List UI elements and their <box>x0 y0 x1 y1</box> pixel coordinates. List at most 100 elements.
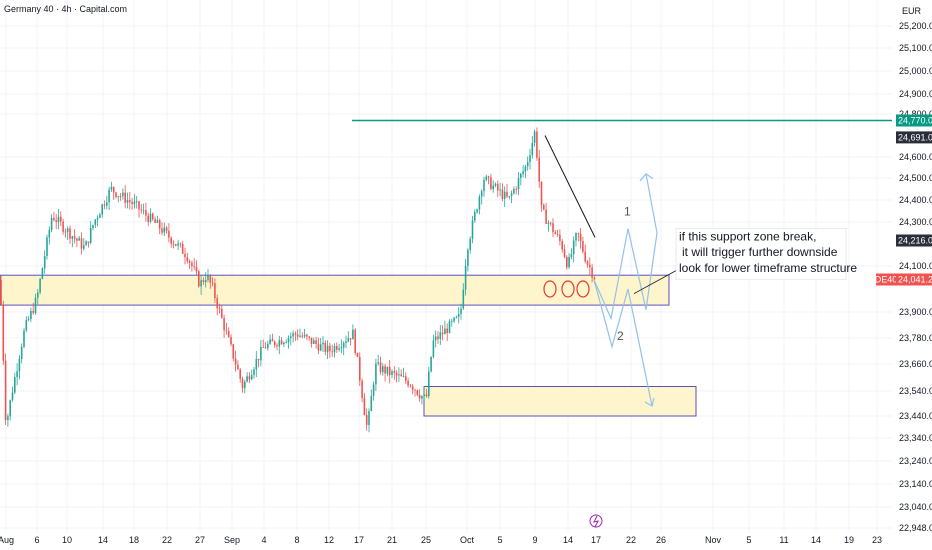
candle-body <box>110 187 113 190</box>
candle-body <box>83 245 85 249</box>
support-touch-circle[interactable] <box>543 280 557 298</box>
candle-body <box>347 338 350 342</box>
candle-body <box>71 236 74 239</box>
candle-body <box>66 228 69 232</box>
candle-body <box>591 267 593 278</box>
candle-body <box>285 342 287 343</box>
candle-body <box>237 364 239 370</box>
candle-body <box>326 345 329 352</box>
candle-body <box>563 249 566 257</box>
candle-body <box>543 205 545 210</box>
candle-body <box>41 268 44 279</box>
candle-body <box>497 183 499 191</box>
candle-body <box>382 366 384 373</box>
candle-body <box>301 335 304 337</box>
candle-body <box>319 344 322 351</box>
candle-body <box>349 338 352 340</box>
callout-box[interactable] <box>675 228 847 281</box>
candle-body <box>46 237 48 256</box>
candle-body <box>554 232 557 234</box>
candle-body <box>570 254 573 257</box>
time-tick-label: 9 <box>532 535 537 545</box>
candle-body <box>78 238 80 241</box>
time-tick-label: 14 <box>98 535 108 545</box>
candle-body <box>393 371 396 373</box>
candle-body <box>538 157 540 182</box>
time-axis[interactable]: Aug 6 10 14 18 22 27 Sep 4 8 12 17 21 25 Oct 5 9 14 17 22 26… <box>0 535 882 545</box>
price-tick-label: 25,000.0 <box>899 66 932 76</box>
candle-body <box>142 210 145 211</box>
candle-body <box>73 236 76 239</box>
candle-body <box>414 389 416 391</box>
time-tick-label: 17 <box>591 535 601 545</box>
candle-body <box>462 289 465 309</box>
candle-body <box>490 177 492 190</box>
support-touch-circle[interactable] <box>576 280 590 298</box>
candle-body <box>172 243 175 245</box>
price-tick-label: 23,780.0 <box>899 333 932 343</box>
candle-body <box>515 188 517 190</box>
candle-body <box>324 342 327 352</box>
candle-body <box>368 411 370 425</box>
candle-body <box>9 400 11 417</box>
candle-body <box>131 202 133 205</box>
candle-body <box>276 345 278 347</box>
candle-body <box>529 155 531 162</box>
candle-body <box>467 250 469 266</box>
candle-body <box>322 342 324 345</box>
candle-body <box>568 257 570 268</box>
support-touch-circle[interactable] <box>561 280 575 298</box>
price-tag <box>896 234 932 247</box>
price-tick-label: 24,100.0 <box>899 261 932 271</box>
candle-body <box>241 378 244 389</box>
candle-body <box>119 196 122 197</box>
candle-body <box>370 395 373 412</box>
price-tag-label: 24,691.0 <box>898 132 932 142</box>
candle-body <box>124 192 126 203</box>
candle-body <box>478 196 481 210</box>
candle-body <box>191 262 193 267</box>
candle-body <box>593 277 596 280</box>
candle-body <box>101 204 103 215</box>
candle-body <box>2 304 5 361</box>
candle-body <box>384 366 386 374</box>
candle-body <box>39 278 41 293</box>
candle-body <box>34 297 37 313</box>
lower-target-zone[interactable] <box>423 386 697 417</box>
candle-body <box>57 216 60 223</box>
symbol-title[interactable]: Germany 40 · 4h · Capital.com <box>4 4 127 14</box>
candle-body <box>421 396 423 399</box>
candle-body <box>14 377 16 393</box>
candle-body <box>147 215 149 222</box>
candle-body <box>379 362 382 373</box>
candle-body <box>522 171 524 174</box>
candle-body <box>287 338 290 343</box>
time-tick-label: 6 <box>34 535 39 545</box>
candle-body <box>234 358 237 365</box>
down-trendline[interactable] <box>544 135 596 238</box>
candle-body <box>248 376 251 380</box>
candle-body <box>566 257 568 268</box>
candle-body <box>230 337 232 345</box>
scenario-1-path[interactable] <box>593 173 658 321</box>
candle-body <box>517 178 520 189</box>
lightning-event-icon[interactable] <box>589 514 603 528</box>
candle-body <box>158 220 161 229</box>
candle-body <box>227 331 230 338</box>
candle-body <box>430 356 432 372</box>
candle-body <box>540 181 543 205</box>
candle-body <box>356 352 359 357</box>
support-zone[interactable] <box>0 274 670 306</box>
candle-body <box>99 214 101 218</box>
price-tick-label: 24,400.0 <box>899 195 932 205</box>
scenario-2-path[interactable] <box>593 279 653 407</box>
price-tick-label: 23,900.0 <box>899 307 932 317</box>
price-axis[interactable]: 25,200.0 25,100.0 25,000.0 24,900.0 24,800.0… <box>899 21 932 533</box>
time-tick-label: 19 <box>844 535 854 545</box>
candle-body <box>122 192 124 197</box>
candle-body <box>50 218 53 231</box>
candle-body <box>246 376 248 382</box>
time-tick-label: 26 <box>656 535 666 545</box>
candle-body <box>416 390 419 395</box>
